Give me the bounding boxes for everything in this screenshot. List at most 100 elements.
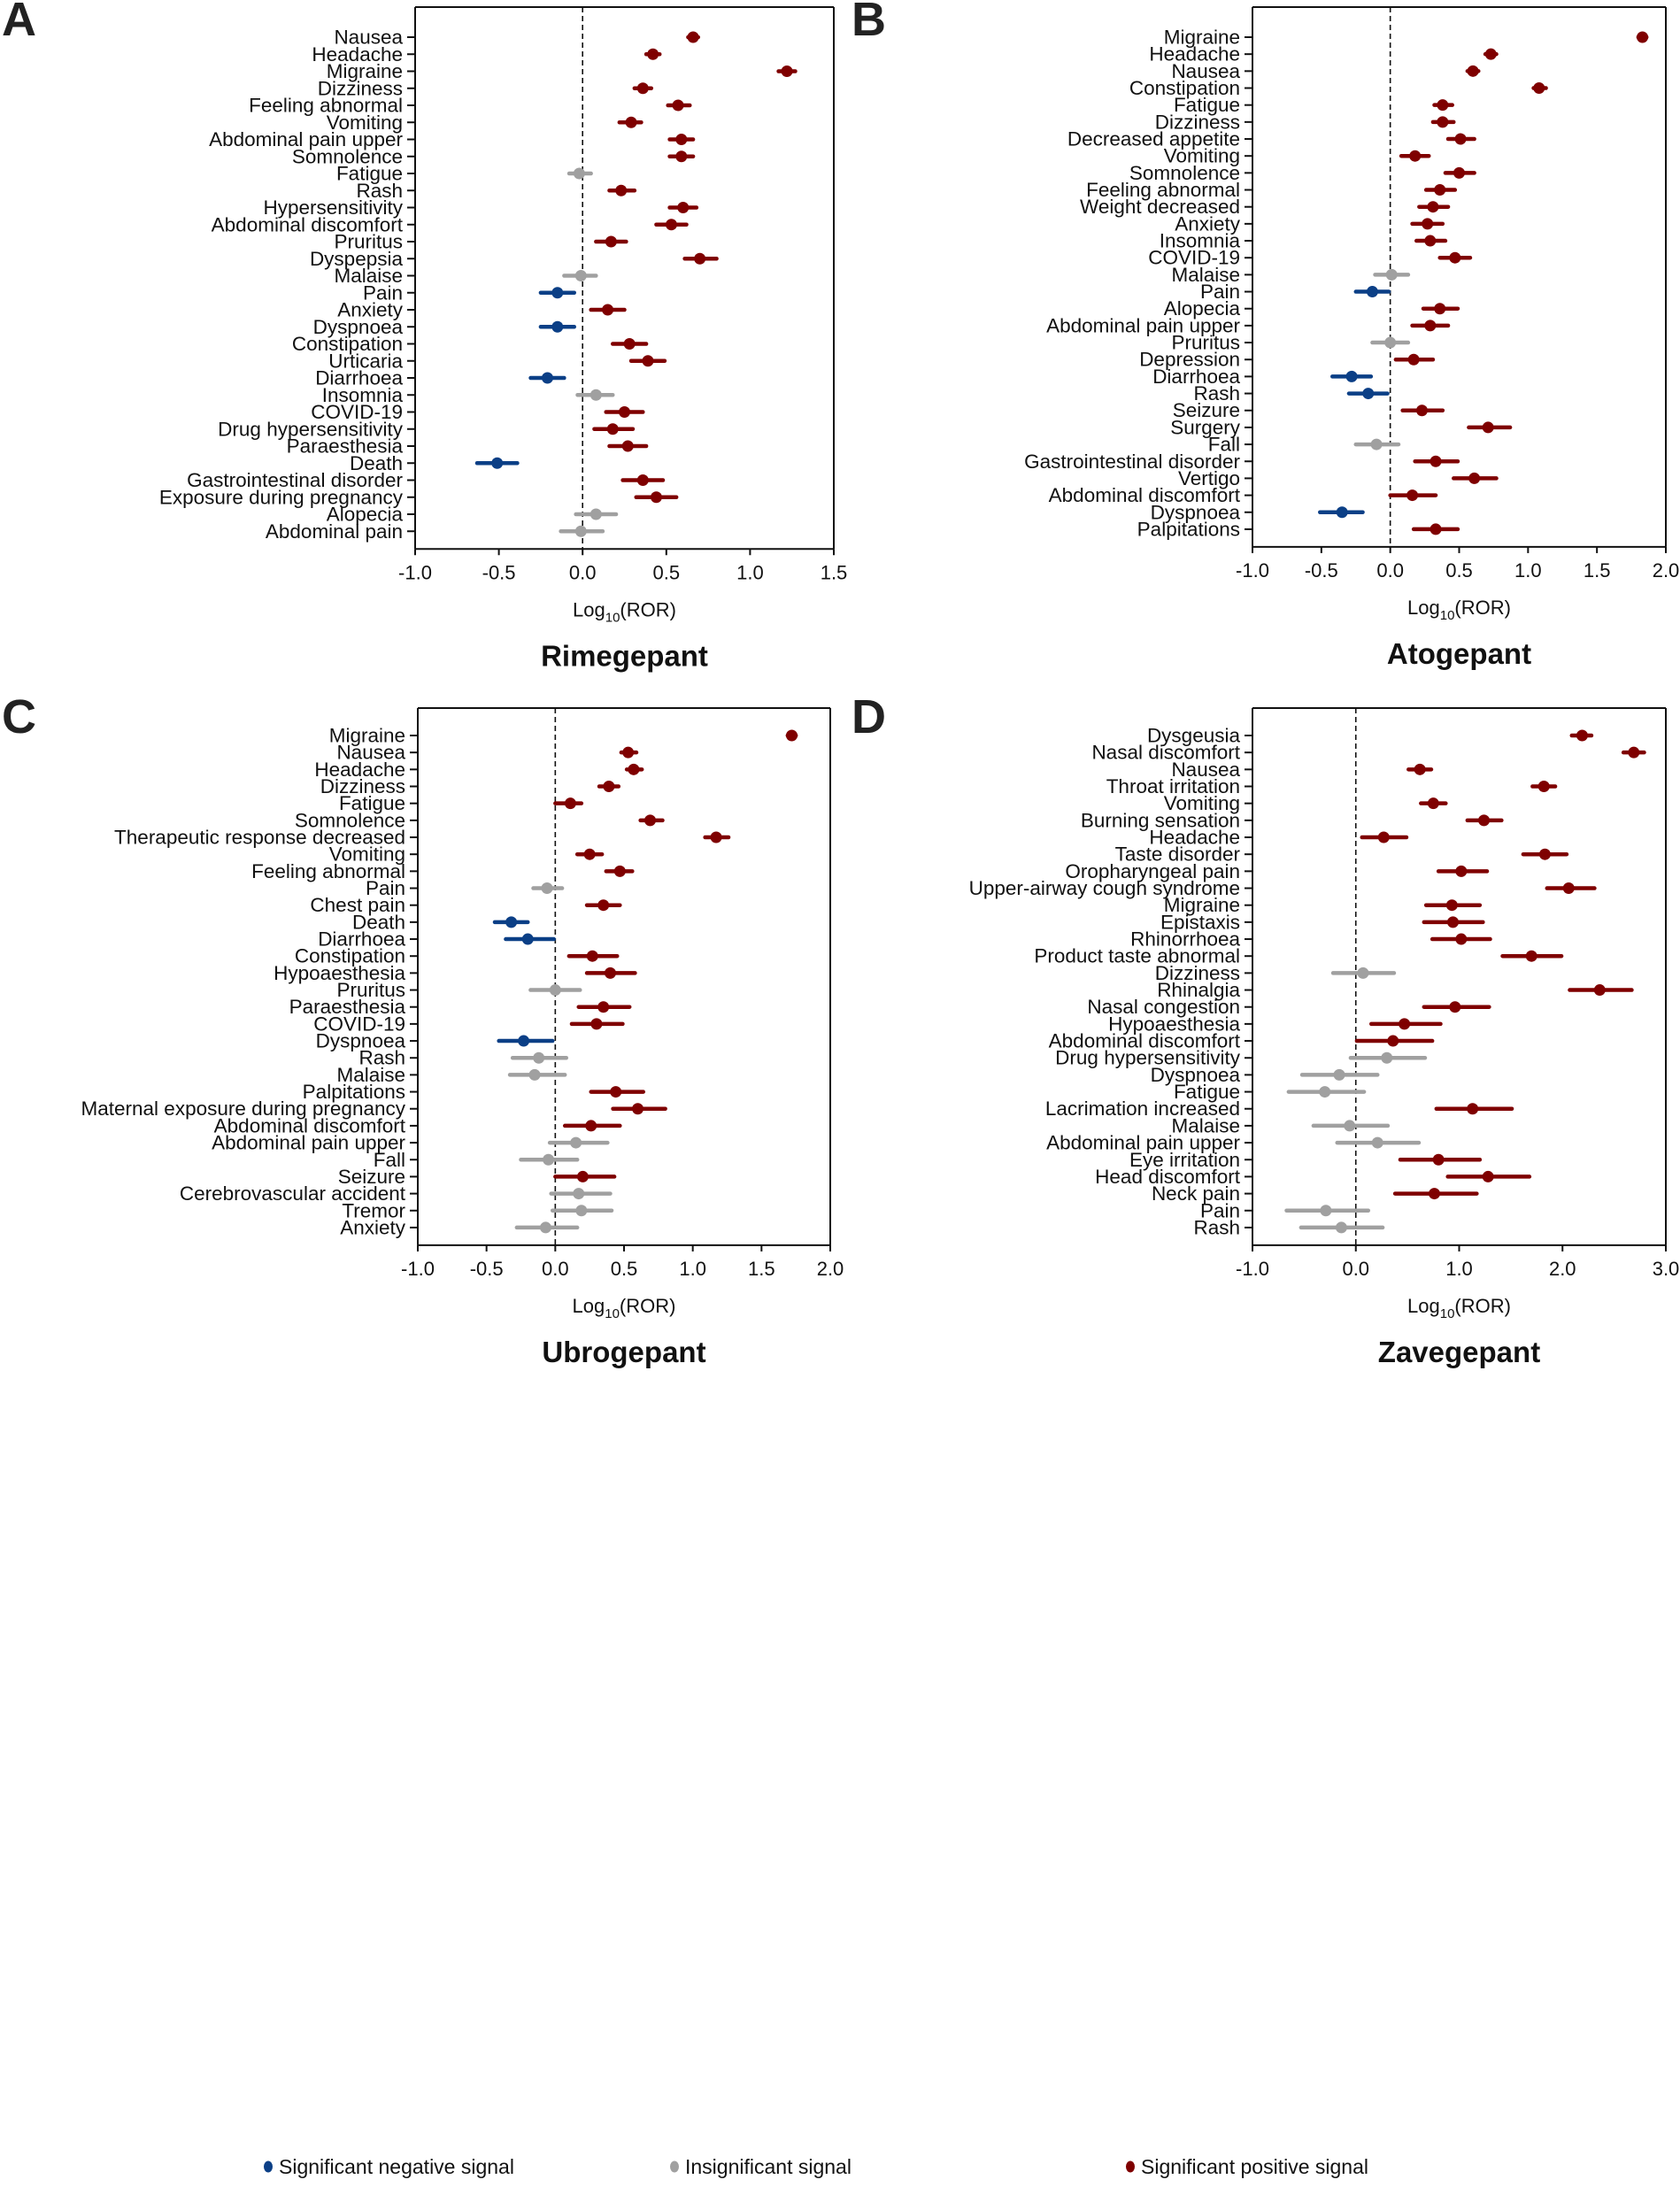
category-label: Abdominal pain upper xyxy=(1046,1132,1240,1154)
category-label: Somnolence xyxy=(1129,162,1240,184)
point-estimate xyxy=(603,781,615,793)
forest-row: Dizziness xyxy=(318,77,654,99)
category-label: Migraine xyxy=(329,725,405,747)
point-estimate xyxy=(1384,336,1397,349)
forest-row: Diarrhoea xyxy=(315,367,566,389)
point-estimate xyxy=(1467,1103,1479,1115)
forest-row: Dysgeusia xyxy=(1147,725,1594,747)
category-label: Rash xyxy=(1193,382,1240,404)
forest-row: Vertigo xyxy=(1178,467,1499,489)
category-label: Dyspnoea xyxy=(313,316,404,338)
point-estimate xyxy=(521,933,534,945)
forest-row: Malaise xyxy=(334,265,598,287)
forest-row: Gastrointestinal disorder xyxy=(1024,451,1460,473)
category-label: Oropharyngeal pain xyxy=(1065,860,1240,882)
point-estimate xyxy=(781,65,793,77)
panel-title: Rimegepant xyxy=(541,639,708,672)
forest-row: Abdominal pain upper xyxy=(209,128,696,150)
point-estimate xyxy=(1344,1120,1356,1132)
point-estimate xyxy=(628,763,640,775)
category-label: Pain xyxy=(366,877,405,899)
forest-row: Constipation xyxy=(292,333,649,355)
forest-row: Somnolence xyxy=(1129,162,1476,184)
category-label: Weight decreased xyxy=(1080,196,1240,218)
point-estimate xyxy=(1427,201,1439,213)
x-tick-label: -0.5 xyxy=(470,1258,504,1280)
forest-row: Pruritus xyxy=(1171,332,1411,354)
point-estimate xyxy=(1437,99,1449,112)
category-label: Dyspepsia xyxy=(310,248,404,270)
category-label: Somnolence xyxy=(292,145,403,167)
forest-row: Hypersensitivity xyxy=(263,196,699,219)
forest-row: Alopecia xyxy=(1164,297,1460,320)
forest-row: Taste disorder xyxy=(1115,843,1569,866)
forest-row: Headache xyxy=(1149,827,1409,849)
forest-row: Death xyxy=(352,911,530,933)
forest-row: Gastrointestinal disorder xyxy=(187,469,666,491)
point-estimate xyxy=(786,729,798,742)
forest-row: Migraine xyxy=(329,725,798,747)
category-label: Therapeutic response decreased xyxy=(114,827,405,849)
point-estimate xyxy=(625,116,637,128)
category-label: Nausea xyxy=(336,742,405,764)
forest-row: Nasal congestion xyxy=(1087,996,1491,1018)
point-estimate xyxy=(613,865,626,877)
category-label: Constipation xyxy=(292,333,403,355)
x-tick-label: 2.0 xyxy=(1549,1258,1576,1280)
forest-row: Headache xyxy=(314,759,644,781)
category-label: Product taste abnormal xyxy=(1034,945,1240,967)
forest-row: Constipation xyxy=(1129,77,1548,99)
point-estimate xyxy=(605,235,617,248)
forest-row: COVID-19 xyxy=(313,1013,625,1035)
category-label: Paraesthesia xyxy=(289,996,406,1018)
point-estimate xyxy=(644,814,657,827)
forest-row: Eye irritation xyxy=(1129,1149,1483,1171)
forest-row: Nausea xyxy=(336,742,639,764)
point-estimate xyxy=(575,1205,588,1217)
forest-row: Abdominal pain upper xyxy=(1046,1132,1422,1154)
x-tick-label: 1.0 xyxy=(1445,1258,1473,1280)
category-label: Alopecia xyxy=(327,504,404,526)
forest-row: COVID-19 xyxy=(1148,247,1473,269)
forest-row: Abdominal pain upper xyxy=(1046,314,1451,336)
forest-row: Dyspnoea xyxy=(1151,501,1365,523)
category-label: Malaise xyxy=(1171,1114,1240,1136)
category-label: COVID-19 xyxy=(313,1013,405,1035)
category-label: Neck pain xyxy=(1152,1182,1240,1205)
forest-row: Oropharyngeal pain xyxy=(1065,860,1490,882)
forest-row: Insomnia xyxy=(1160,230,1448,252)
category-label: Headache xyxy=(312,43,403,65)
point-estimate xyxy=(574,270,587,281)
category-label: Anxiety xyxy=(340,1216,406,1238)
category-label: Chest pain xyxy=(310,894,405,916)
point-estimate xyxy=(710,831,722,843)
point-estimate xyxy=(1430,455,1442,467)
category-label: Pain xyxy=(1200,1199,1240,1221)
category-label: Headache xyxy=(1149,43,1240,65)
category-label: Cerebrovascular accident xyxy=(180,1182,406,1205)
point-estimate xyxy=(541,882,553,895)
category-label: Vertigo xyxy=(1178,467,1240,489)
point-estimate xyxy=(1370,438,1383,451)
point-estimate xyxy=(533,1051,545,1064)
forest-row: Anxiety xyxy=(340,1216,580,1238)
forest-row: Head discomfort xyxy=(1095,1166,1532,1188)
point-estimate xyxy=(621,440,634,452)
category-label: Alopecia xyxy=(1164,297,1241,320)
legend-marker xyxy=(670,2160,679,2173)
forest-row: Vomiting xyxy=(329,843,605,866)
point-estimate xyxy=(586,950,598,962)
forest-row: Surgery xyxy=(1170,416,1513,438)
point-estimate xyxy=(665,219,677,231)
category-label: Drug hypersensitivity xyxy=(218,418,404,440)
forest-row: Seizure xyxy=(338,1166,617,1188)
forest-row: Fall xyxy=(1208,434,1401,456)
category-label: Rhinorrhoea xyxy=(1130,928,1240,951)
category-label: Taste disorder xyxy=(1115,843,1241,866)
x-tick-label: -1.0 xyxy=(398,561,432,583)
x-tick-label: 2.0 xyxy=(817,1258,844,1280)
category-label: Drug hypersensitivity xyxy=(1055,1047,1241,1069)
forest-row: Abdominal discomfort xyxy=(1049,484,1438,506)
category-label: Paraesthesia xyxy=(287,435,404,458)
point-estimate xyxy=(1637,31,1649,43)
